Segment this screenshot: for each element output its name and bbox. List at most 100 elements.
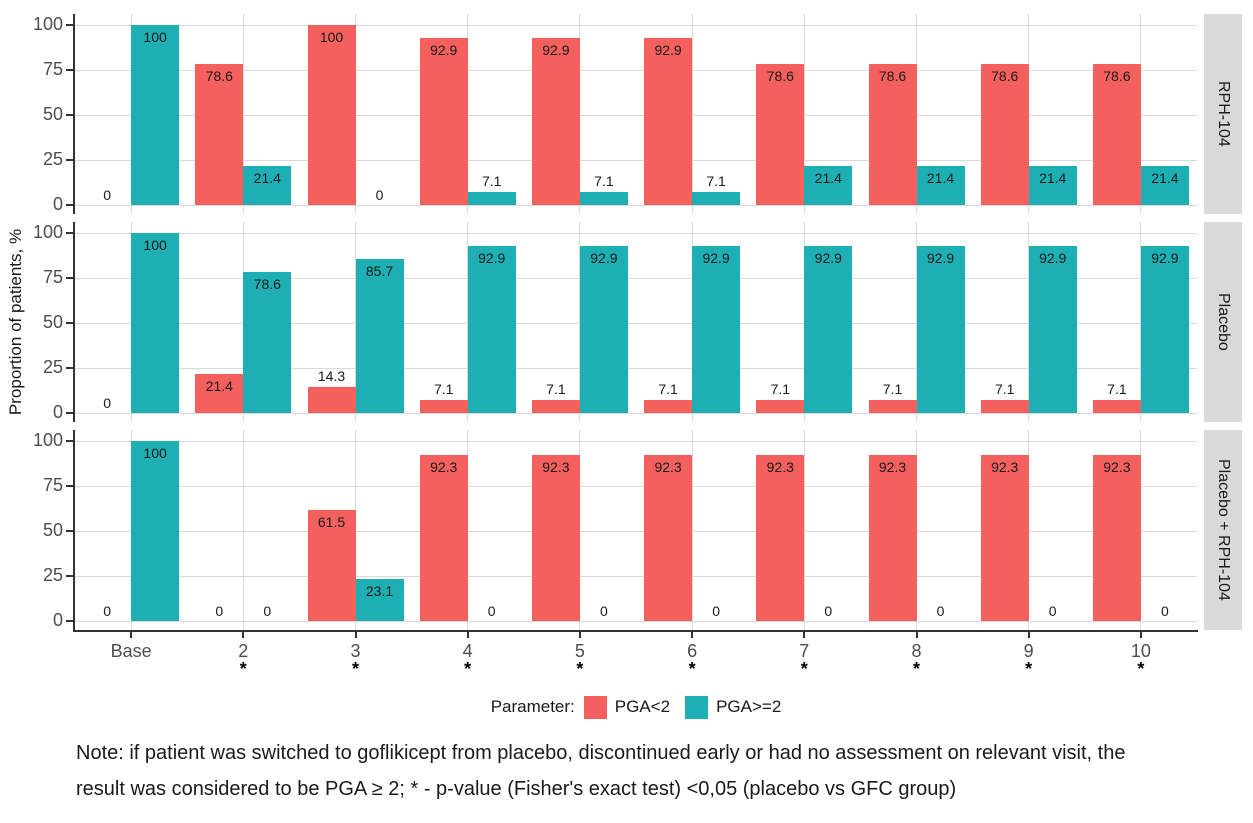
bar-value-label: 92.9 <box>814 249 842 266</box>
significance-asterisk: * <box>800 659 808 679</box>
bar-pga-gte2 <box>131 25 180 205</box>
strip-label: Placebo + RPH-104 <box>1215 459 1232 601</box>
facet-strip: Placebo <box>1204 222 1242 422</box>
bar-value-label: 92.9 <box>542 41 570 58</box>
bar-pga-lt2 <box>868 454 917 621</box>
y-tick-label: 50 <box>42 312 63 332</box>
h-gridline <box>75 159 1197 161</box>
h-gridline <box>75 485 1197 487</box>
bar-pga-gte2 <box>467 192 516 205</box>
bar-value-label: 92.9 <box>702 249 730 266</box>
y-tick <box>66 575 73 577</box>
v-gridline <box>916 430 917 630</box>
significance-asterisk: * <box>239 659 247 679</box>
strip-label: Placebo <box>1215 293 1232 351</box>
x-tick-label: 9 <box>1023 641 1034 661</box>
bar-value-label: 7.1 <box>994 381 1015 398</box>
bar-value-label: 0 <box>824 603 833 619</box>
bar-pga-lt2 <box>644 454 693 621</box>
bar-value-label: 92.3 <box>654 458 682 475</box>
significance-asterisk: * <box>912 659 920 679</box>
bar-value-label: 78.6 <box>766 67 794 84</box>
y-tick <box>66 204 73 206</box>
x-tick-label: Base <box>110 641 152 661</box>
bar-value-label: 21.4 <box>926 170 955 187</box>
bar-value-label: 100 <box>143 29 167 45</box>
bar-value-label: 7.1 <box>546 381 566 398</box>
significance-asterisk: * <box>1137 659 1145 679</box>
bar-value-label: 21.4 <box>205 378 233 395</box>
note-line-1: Note: if patient was switched to gofliki… <box>76 742 1126 764</box>
bar-value-label: 92.9 <box>1151 249 1179 266</box>
bar-pga-gte2 <box>579 192 628 205</box>
x-tick <box>578 632 581 638</box>
bar-value-label: 92.9 <box>590 249 618 266</box>
bar-value-label: 7.1 <box>481 173 502 190</box>
bar-pga-gte2 <box>579 245 628 413</box>
bar-value-label: 0 <box>599 603 608 619</box>
v-gridline <box>355 14 356 214</box>
bar-pga-lt2 <box>980 63 1029 205</box>
bar-value-label: 0 <box>103 603 111 619</box>
y-tick-label: 0 <box>52 402 63 422</box>
h-gridline <box>75 367 1197 369</box>
legend-item-label: PGA>=2 <box>716 697 782 716</box>
v-gridline <box>1140 430 1142 630</box>
bar-value-label: 0 <box>103 395 111 411</box>
bar-value-label: 85.7 <box>365 262 394 279</box>
y-tick <box>66 159 73 161</box>
y-tick <box>66 620 73 622</box>
note-line-2: result was considered to be PGA ≥ 2; * -… <box>76 778 957 800</box>
bar-value-label: 78.6 <box>1103 67 1131 84</box>
v-gridline <box>1140 14 1142 214</box>
bar-value-label: 21.4 <box>814 170 842 187</box>
y-tick <box>66 412 73 414</box>
y-tick-label: 50 <box>42 520 63 540</box>
bar-value-label: 92.3 <box>991 458 1019 475</box>
bar-pga-lt2 <box>195 374 244 413</box>
h-gridline <box>75 412 1197 414</box>
bar-pga-gte2 <box>131 233 180 413</box>
facet-panel: 0 78.6 100 92.9 92.9 92.9 78.6 78.6 78.6 78.6 100 2… <box>33 14 1197 214</box>
v-gridline <box>467 430 469 630</box>
bar-pga-lt2 <box>980 400 1029 413</box>
bar-pga-lt2 <box>419 454 468 621</box>
significance-asterisk: * <box>1025 659 1033 679</box>
bar-pga-lt2 <box>531 454 580 621</box>
bar-value-label: 100 <box>143 445 167 461</box>
x-tick-label: 5 <box>574 641 585 661</box>
y-axis-line <box>73 222 75 422</box>
v-gridline <box>579 14 581 214</box>
y-tick-label: 75 <box>42 267 63 287</box>
v-gridline <box>355 430 356 630</box>
x-tick-label: 2 <box>238 641 249 661</box>
h-gridline <box>75 575 1197 577</box>
h-gridline <box>75 620 1197 622</box>
y-axis-line <box>73 430 75 630</box>
y-tick-label: 75 <box>42 59 63 79</box>
bar-pga-gte2 <box>355 579 404 621</box>
legend-title: Parameter: <box>490 697 575 716</box>
bar-pga-lt2 <box>195 63 244 205</box>
bar-value-label: 0 <box>487 603 496 619</box>
significance-asterisk: * <box>464 659 472 679</box>
y-tick <box>66 69 73 71</box>
bar-pga-gte2 <box>355 258 404 413</box>
h-gridline <box>75 69 1197 71</box>
bar-value-label: 7.1 <box>433 381 454 398</box>
significance-asterisk: * <box>688 659 696 679</box>
x-tick <box>242 632 245 638</box>
h-gridline <box>75 114 1197 116</box>
y-tick <box>66 114 73 116</box>
x-tick <box>803 632 806 638</box>
x-tick <box>354 632 357 638</box>
y-tick-label: 100 <box>32 430 63 450</box>
bar-value-label: 7.1 <box>658 381 678 398</box>
v-gridline <box>1028 14 1030 214</box>
bar-value-label: 100 <box>143 237 167 253</box>
facet-strip: RPH-104 <box>1204 14 1242 214</box>
bar-pga-gte2 <box>243 166 292 205</box>
bar-pga-lt2 <box>307 25 356 205</box>
bar-pga-lt2 <box>1092 454 1141 621</box>
bar-value-label: 7.1 <box>882 381 903 398</box>
